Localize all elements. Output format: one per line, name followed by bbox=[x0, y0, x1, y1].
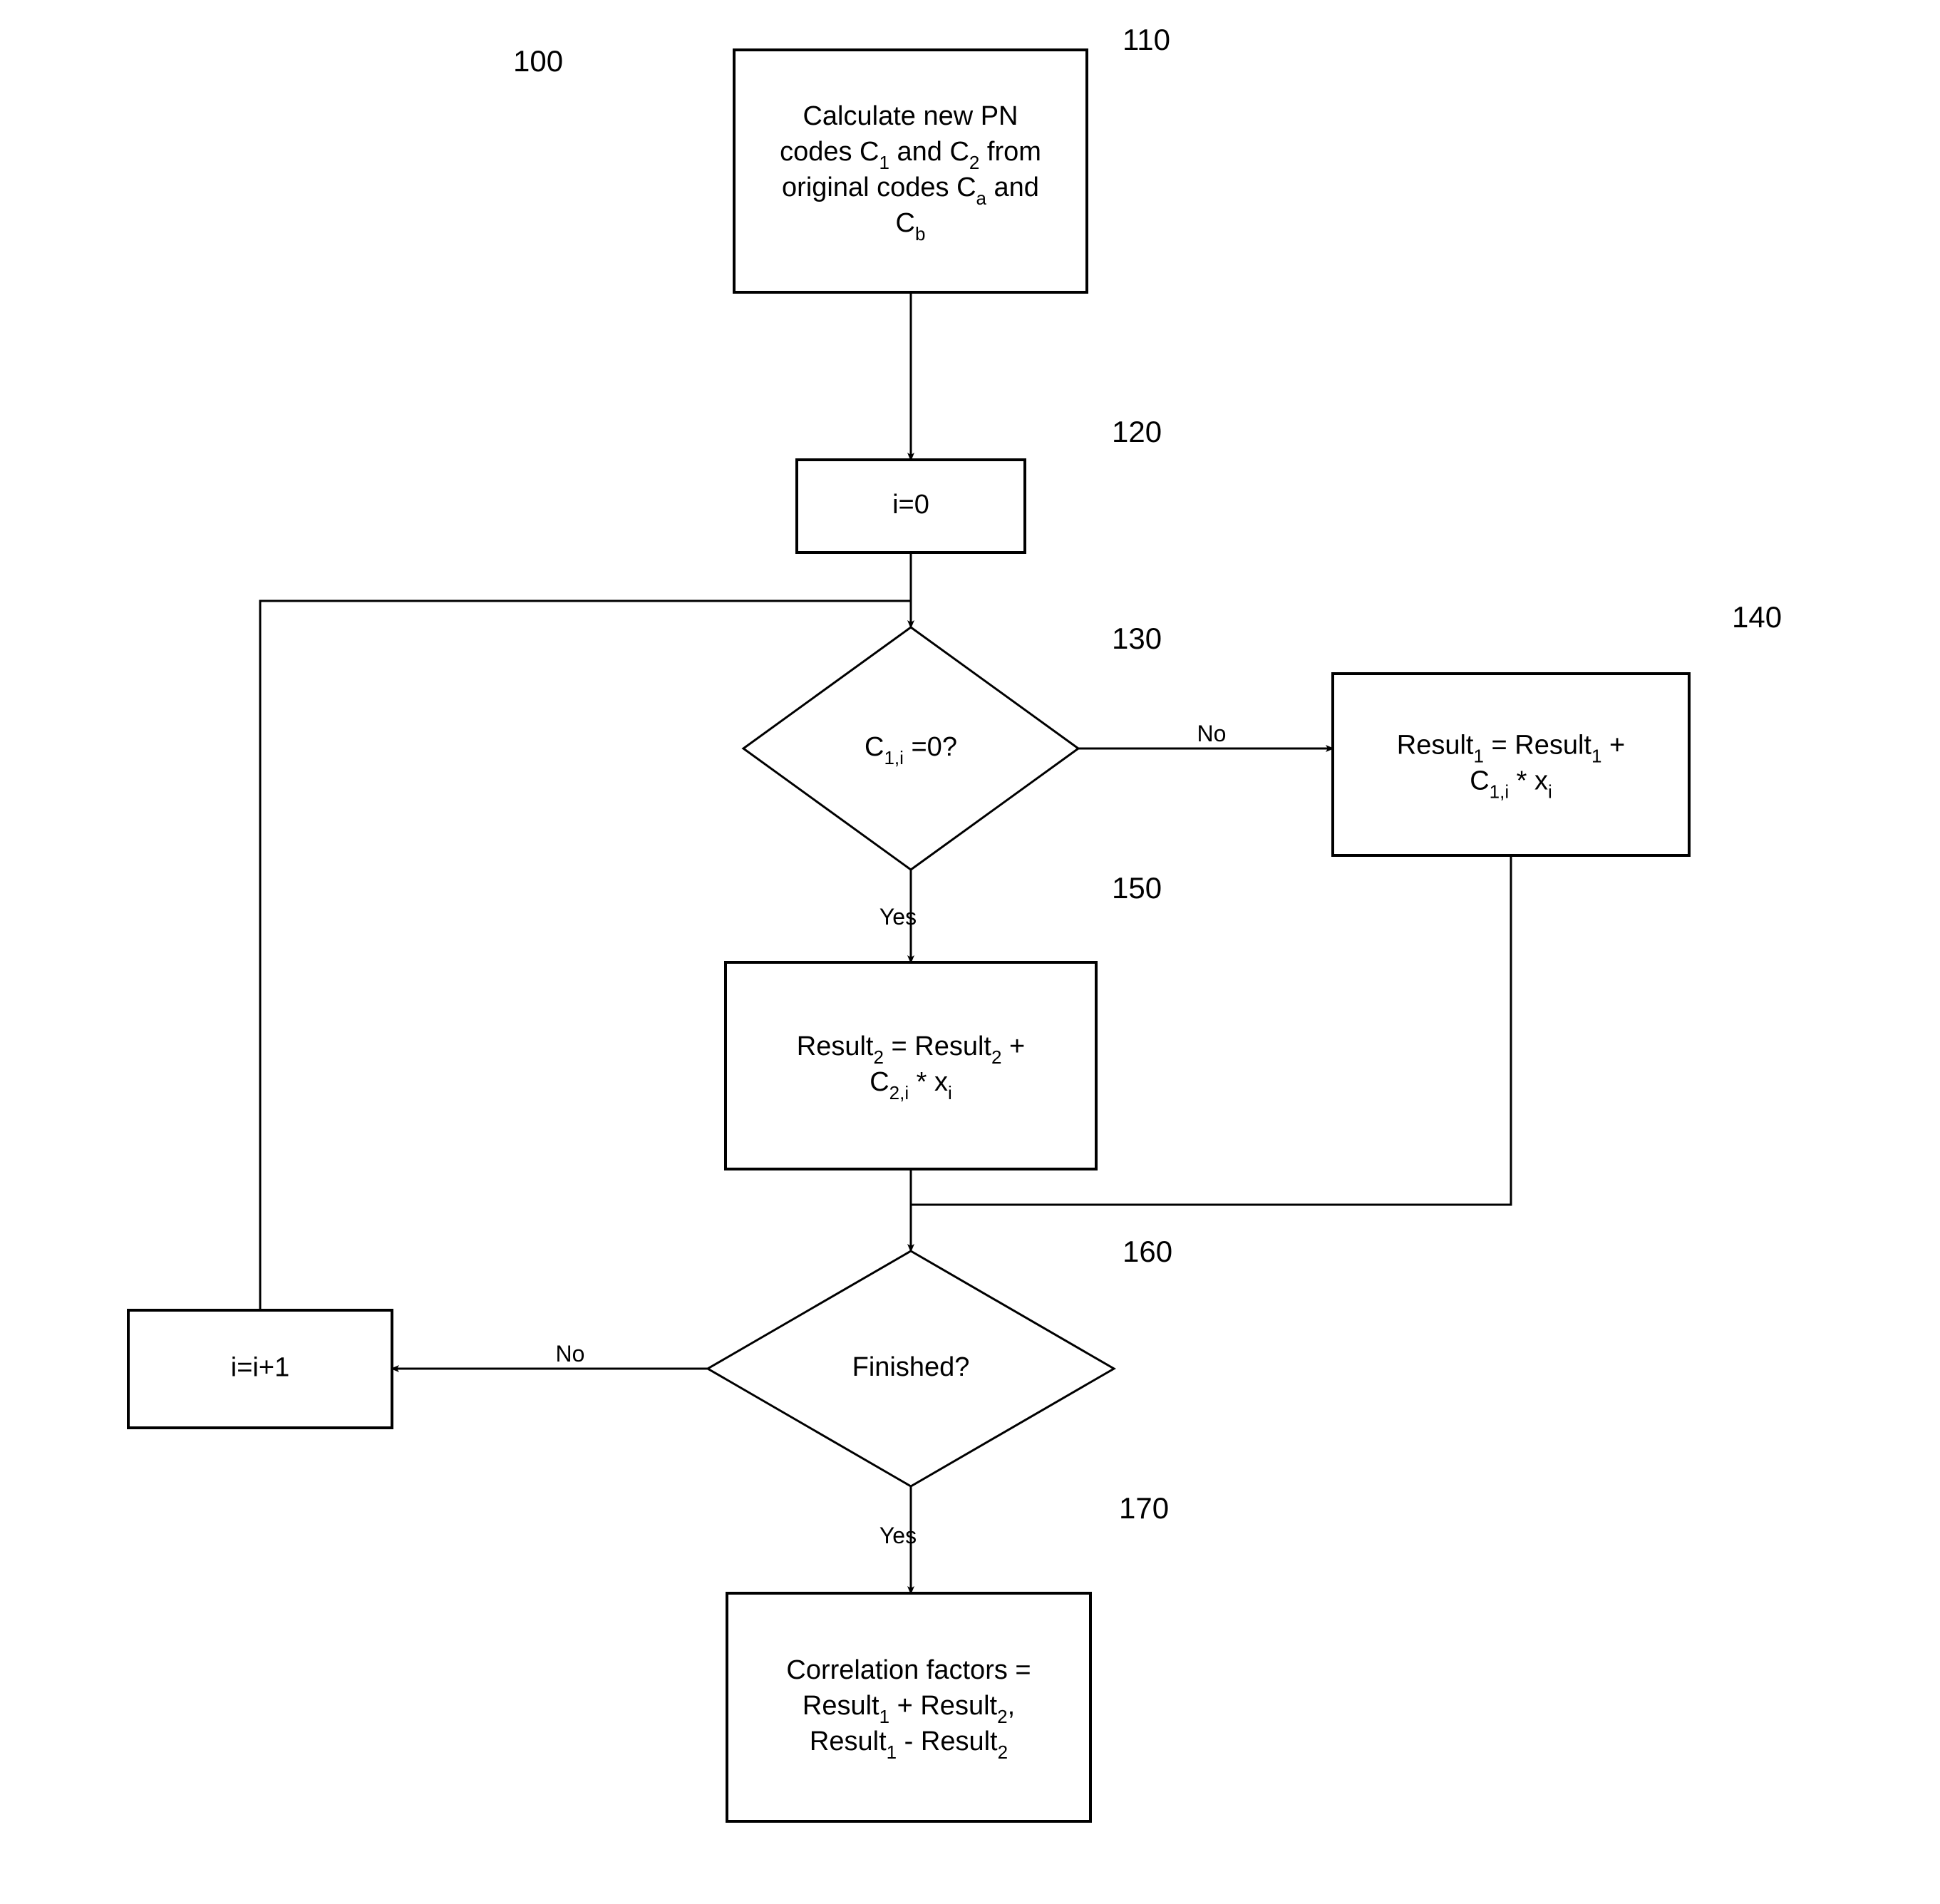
ref-100: 100 bbox=[513, 44, 563, 78]
edge-label-e160_170: Yes bbox=[879, 1523, 917, 1548]
node-text: C1,i =0? bbox=[865, 732, 957, 768]
ref-170: 170 bbox=[1119, 1491, 1169, 1525]
node-n140 bbox=[1333, 674, 1689, 855]
node-text: Cb bbox=[896, 208, 926, 245]
node-text: Result1 - Result2 bbox=[810, 1727, 1008, 1763]
node-text: original codes Ca and bbox=[782, 173, 1039, 209]
flowchart-canvas: No Yes No Yes Calculate new PN codes C1 and … bbox=[0, 0, 1940, 1904]
ref-130: 130 bbox=[1112, 622, 1162, 655]
node-text: Finished? bbox=[852, 1352, 970, 1382]
ref-150: 150 bbox=[1112, 871, 1162, 905]
node-text: codes C1 and C2 from bbox=[780, 137, 1041, 173]
node-text: i=i+1 bbox=[231, 1353, 289, 1383]
node-text: Result1 + Result2, bbox=[803, 1691, 1015, 1727]
ref-160: 160 bbox=[1123, 1235, 1172, 1268]
node-text: Result2 = Result2 + bbox=[797, 1031, 1025, 1068]
node-text: Correlation factors = bbox=[786, 1655, 1031, 1685]
edge-e140_merge bbox=[911, 855, 1511, 1205]
edge-label-e130_140: No bbox=[1197, 721, 1227, 746]
edge-label-e130_150: Yes bbox=[879, 904, 917, 930]
node-n150 bbox=[726, 962, 1096, 1169]
ref-140: 140 bbox=[1732, 600, 1782, 634]
node-text: Calculate new PN bbox=[803, 101, 1018, 131]
edge-label-e160_inc: No bbox=[556, 1341, 585, 1367]
node-n110 bbox=[734, 50, 1087, 292]
ref-120: 120 bbox=[1112, 415, 1162, 448]
node-text: Result1 = Result1 + bbox=[1397, 731, 1625, 767]
edge-e_inc_loop bbox=[260, 601, 911, 1310]
node-text: C1,i * xi bbox=[1470, 766, 1552, 803]
node-text: i=0 bbox=[892, 490, 929, 520]
ref-110: 110 bbox=[1123, 23, 1170, 56]
node-text: C2,i * xi bbox=[870, 1067, 952, 1103]
